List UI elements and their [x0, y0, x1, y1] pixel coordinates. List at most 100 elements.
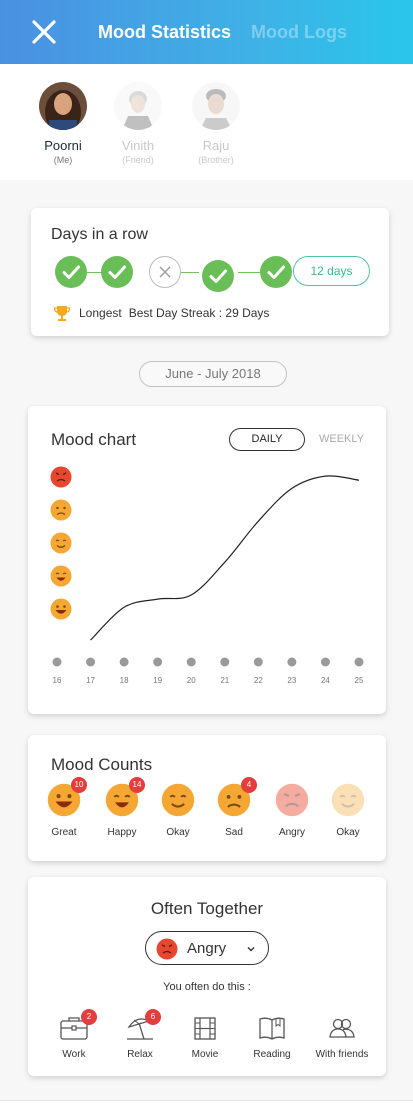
count-badge: 14: [129, 777, 145, 793]
avatar: [39, 82, 87, 130]
selected-mood: Angry: [187, 940, 227, 957]
check-icon: [55, 256, 87, 288]
activity-movie[interactable]: Movie: [173, 1015, 237, 1060]
x-axis-dot[interactable]: [253, 657, 263, 667]
longest-streak: Longest Best Day Streak : 29 Days: [53, 304, 269, 322]
okay-face-icon: [50, 532, 72, 554]
mood-label: Angry: [278, 827, 306, 838]
friend-name: Vinith: [121, 138, 155, 153]
x-tick-label: 25: [354, 676, 364, 685]
mood-label: Happy: [107, 827, 137, 838]
mood-count-okay[interactable]: Okay: [153, 783, 203, 838]
mood-chart-title: Mood chart: [51, 430, 137, 449]
mood-label: Okay: [166, 827, 190, 838]
friend-item-raju[interactable]: Raju (Brother): [176, 82, 256, 165]
often-subtitle: You often do this :: [163, 981, 251, 993]
chevron-down-icon: [247, 947, 255, 952]
weekly-toggle[interactable]: WEEKLY: [319, 433, 365, 445]
check-icon: [101, 256, 133, 288]
mood-label: Okay: [336, 827, 360, 838]
friend-selector: Poorni (Me) Vinith (Friend) Raju (Brothe…: [0, 64, 413, 180]
x-axis-dot[interactable]: [52, 657, 62, 667]
count-badge: 4: [241, 777, 257, 793]
avatar: [192, 82, 240, 130]
friend-relation: (Brother): [198, 155, 234, 165]
activity-label: Relax: [127, 1049, 153, 1060]
x-axis-dot[interactable]: [86, 657, 96, 667]
app-header: Mood Statistics Mood Logs: [0, 0, 413, 64]
mood-count-great[interactable]: 10 Great: [39, 777, 89, 838]
x-axis-dot[interactable]: [287, 657, 297, 667]
x-tick-label: 17: [86, 676, 95, 685]
count-badge: 6: [145, 1009, 161, 1025]
mood-counts-title: Mood Counts: [51, 755, 153, 774]
angry-face-icon: [50, 466, 72, 488]
x-tick-label: 18: [119, 676, 129, 685]
count-badge: 2: [81, 1009, 97, 1025]
mood-counts-card: Mood Counts 10 Great 14 Happy Okay 4 Sad…: [28, 735, 386, 861]
friend-relation: (Friend): [122, 155, 154, 165]
longest-text: Best Day Streak : 29 Days: [128, 306, 270, 320]
x-axis-dot[interactable]: [186, 657, 196, 667]
close-icon[interactable]: [30, 18, 58, 46]
x-tick-label: 16: [52, 676, 62, 685]
friend-name: Raju: [202, 138, 230, 153]
missed-day-icon: [149, 256, 181, 288]
mood-dropdown[interactable]: Angry: [145, 931, 269, 965]
mood-count-sad[interactable]: 4 Sad: [209, 777, 259, 838]
streak-card: Days in a row 12 days Longest Best D: [31, 208, 389, 336]
great-face-icon: [47, 783, 81, 817]
daily-toggle[interactable]: DAILY: [229, 428, 305, 451]
great-face-icon: [50, 598, 72, 620]
x-axis-dot[interactable]: [220, 657, 230, 667]
film-icon: [194, 1017, 216, 1040]
activity-with-friends[interactable]: With friends: [310, 1015, 374, 1060]
book-icon: [259, 1017, 285, 1040]
okay-face-icon: [161, 783, 195, 817]
x-tick-label: 24: [320, 676, 330, 685]
activity-label: Work: [62, 1049, 86, 1060]
streak-count-badge: 12 days: [293, 256, 370, 286]
x-axis-dot[interactable]: [119, 657, 129, 667]
x-tick-label: 21: [220, 676, 230, 685]
activity-label: Movie: [191, 1049, 219, 1060]
friend-relation: (Me): [53, 155, 73, 165]
often-together-card: Often Together Angry You often do this :…: [28, 877, 386, 1076]
activity-label: With friends: [315, 1049, 369, 1060]
activity-work[interactable]: 2 Work: [42, 1009, 106, 1060]
tab-mood-logs[interactable]: Mood Logs: [251, 22, 347, 42]
friends-icon: [329, 1018, 355, 1038]
friend-item-poorni[interactable]: Poorni (Me): [23, 82, 103, 165]
check-icon: [260, 256, 292, 288]
mood-count-angry[interactable]: Angry: [267, 783, 317, 838]
activity-relax[interactable]: 6 Relax: [108, 1009, 172, 1060]
friend-item-vinith[interactable]: Vinith (Friend): [98, 82, 178, 165]
friend-name: Poorni: [44, 138, 82, 153]
x-axis-dot[interactable]: [354, 657, 364, 667]
x-tick-label: 22: [253, 676, 263, 685]
x-axis-dot[interactable]: [153, 657, 163, 667]
x-tick-label: 20: [186, 676, 196, 685]
x-axis-dot[interactable]: [320, 657, 330, 667]
longest-label: Longest: [79, 306, 122, 320]
activity-reading[interactable]: Reading: [240, 1015, 304, 1060]
often-together-title: Often Together: [150, 899, 264, 918]
sad-face-icon: [217, 783, 251, 817]
mood-count-okay-2[interactable]: Okay: [323, 783, 373, 838]
tab-mood-statistics[interactable]: Mood Statistics: [98, 22, 232, 42]
angry-face-icon: [275, 783, 309, 817]
briefcase-icon: [60, 1017, 88, 1040]
trophy-icon: [53, 306, 71, 321]
x-tick-label: 23: [287, 676, 297, 685]
date-range-selector[interactable]: June - July 2018: [139, 361, 287, 387]
mood-count-happy[interactable]: 14 Happy: [97, 777, 147, 838]
mood-line-chart: [52, 475, 364, 667]
bottom-bar: [0, 1100, 413, 1115]
mood-label: Great: [51, 827, 77, 838]
streak-row: [53, 256, 303, 292]
avatar: [114, 82, 162, 130]
mood-series-line: [90, 475, 360, 641]
mood-chart-card: Mood chart DAILY WEEKLY 16 17 18 19 20 21 22 23…: [28, 406, 386, 714]
streak-title: Days in a row: [51, 226, 148, 243]
check-icon: [202, 260, 234, 292]
